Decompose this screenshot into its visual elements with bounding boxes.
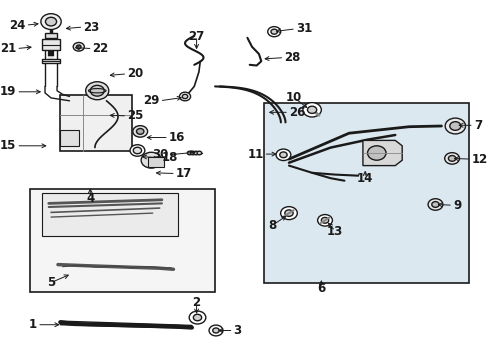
Text: 30: 30 <box>152 148 168 161</box>
Text: 18: 18 <box>162 151 178 164</box>
Circle shape <box>85 82 108 100</box>
Circle shape <box>431 202 438 207</box>
Circle shape <box>45 17 57 26</box>
Circle shape <box>449 122 460 130</box>
Circle shape <box>267 27 280 37</box>
Circle shape <box>193 151 198 155</box>
Text: 11: 11 <box>247 148 263 161</box>
FancyBboxPatch shape <box>263 103 468 283</box>
Text: 6: 6 <box>317 282 325 294</box>
Text: 10: 10 <box>285 91 301 104</box>
Circle shape <box>179 92 190 101</box>
Circle shape <box>270 29 277 34</box>
Text: 2: 2 <box>192 296 200 309</box>
Text: 16: 16 <box>168 131 185 144</box>
Text: 14: 14 <box>356 172 373 185</box>
Circle shape <box>130 145 144 156</box>
Text: 15: 15 <box>0 139 16 152</box>
Circle shape <box>212 328 219 333</box>
FancyBboxPatch shape <box>60 130 79 146</box>
Text: 28: 28 <box>284 51 300 64</box>
Text: 25: 25 <box>127 109 143 122</box>
Circle shape <box>197 151 201 155</box>
Text: 4: 4 <box>86 192 94 204</box>
FancyBboxPatch shape <box>41 39 60 50</box>
Circle shape <box>193 314 201 321</box>
Text: 27: 27 <box>188 30 204 42</box>
Circle shape <box>187 151 192 155</box>
Circle shape <box>182 94 187 99</box>
Circle shape <box>73 42 84 51</box>
FancyBboxPatch shape <box>41 193 178 236</box>
FancyBboxPatch shape <box>60 95 132 151</box>
Text: 5: 5 <box>47 276 55 289</box>
Text: 23: 23 <box>83 21 100 33</box>
Circle shape <box>367 146 385 160</box>
Circle shape <box>133 147 142 154</box>
Circle shape <box>444 153 459 164</box>
Circle shape <box>447 156 455 161</box>
Text: 29: 29 <box>143 94 159 107</box>
Circle shape <box>279 152 286 158</box>
Circle shape <box>41 14 61 30</box>
Text: 17: 17 <box>175 167 192 180</box>
Circle shape <box>276 149 290 161</box>
Circle shape <box>317 215 332 226</box>
Circle shape <box>321 217 328 223</box>
Circle shape <box>307 106 316 113</box>
Text: 31: 31 <box>295 22 311 35</box>
Circle shape <box>280 207 297 220</box>
Circle shape <box>141 152 161 168</box>
Text: 12: 12 <box>470 153 487 166</box>
Circle shape <box>90 85 104 96</box>
FancyBboxPatch shape <box>30 189 215 292</box>
Text: 20: 20 <box>127 67 143 80</box>
Circle shape <box>427 199 442 210</box>
Text: 26: 26 <box>288 106 305 119</box>
Circle shape <box>302 103 321 117</box>
Polygon shape <box>362 140 401 166</box>
Text: 8: 8 <box>268 219 276 231</box>
Text: 21: 21 <box>0 42 16 55</box>
Circle shape <box>76 45 81 49</box>
Circle shape <box>133 126 147 137</box>
Circle shape <box>136 129 143 134</box>
Text: 13: 13 <box>326 225 343 238</box>
FancyBboxPatch shape <box>148 157 164 167</box>
Circle shape <box>284 210 292 216</box>
Text: 24: 24 <box>9 19 25 32</box>
Text: 9: 9 <box>452 199 460 212</box>
FancyBboxPatch shape <box>41 59 60 63</box>
Text: 1: 1 <box>29 318 37 331</box>
Text: 19: 19 <box>0 85 16 98</box>
Text: 7: 7 <box>473 119 481 132</box>
FancyBboxPatch shape <box>45 33 57 38</box>
Text: 22: 22 <box>92 42 109 55</box>
Circle shape <box>189 311 205 324</box>
Text: 3: 3 <box>233 324 241 337</box>
Circle shape <box>209 325 223 336</box>
Circle shape <box>444 118 465 134</box>
Circle shape <box>190 151 195 155</box>
